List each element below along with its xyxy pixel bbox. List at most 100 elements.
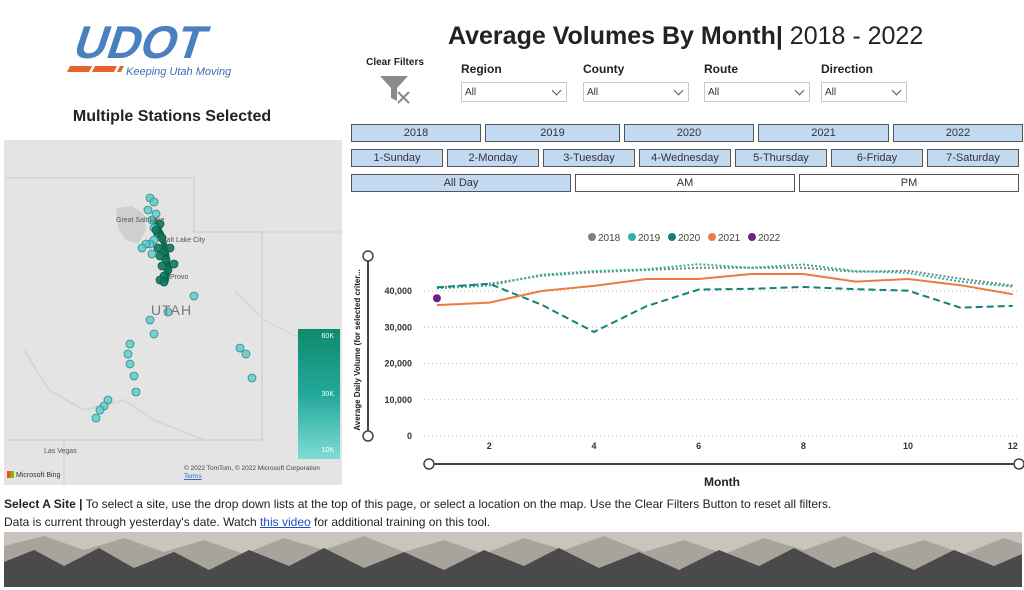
terms-link[interactable]: Terms (184, 473, 202, 480)
station-dot[interactable] (147, 249, 157, 259)
y-tick-label: 10,000 (384, 395, 412, 405)
direction-dropdown[interactable]: All (821, 82, 907, 102)
y-tick-label: 40,000 (384, 286, 412, 296)
station-dot[interactable] (163, 265, 173, 275)
station-dot[interactable] (153, 243, 163, 253)
station-dot[interactable] (149, 197, 159, 207)
day-button-wednesday[interactable]: 4-Wednesday (639, 149, 731, 167)
x-tick-label: 10 (903, 441, 913, 451)
day-button-friday[interactable]: 6-Friday (831, 149, 923, 167)
legend-entry: 2019 (638, 233, 661, 244)
series-line-2018 (436, 266, 1013, 289)
station-dot[interactable] (161, 255, 171, 265)
series-line-2020 (436, 282, 1013, 333)
legend-entry: 2020 (678, 233, 701, 244)
chart-legend: 2018 2019 2020 2021 2022 (588, 233, 781, 244)
x-tick-label: 2 (487, 441, 492, 451)
station-dot[interactable] (103, 395, 113, 405)
legend-marker (628, 233, 636, 241)
station-dot[interactable] (123, 349, 133, 359)
legend-max: 60K (321, 333, 334, 340)
clear-filter-icon (380, 76, 410, 104)
map-label-state: UTAH (151, 302, 193, 318)
region-dropdown[interactable]: All (461, 82, 567, 102)
station-dot[interactable] (151, 209, 161, 219)
station-dot[interactable] (91, 413, 101, 423)
station-dot[interactable] (147, 215, 157, 225)
page-title: Average Volumes By Month| 2018 - 2022 (448, 22, 924, 50)
station-dot[interactable] (189, 291, 199, 301)
station-dot[interactable] (157, 261, 167, 271)
station-dot[interactable] (155, 251, 165, 261)
y-tick-label: 0 (407, 431, 412, 441)
station-dot[interactable] (169, 259, 179, 269)
station-dot[interactable] (149, 329, 159, 339)
station-dot[interactable] (163, 307, 173, 317)
day-button-sunday[interactable]: 1-Sunday (351, 149, 443, 167)
station-dot[interactable] (155, 219, 165, 229)
x-range-slider-left-handle[interactable] (423, 458, 435, 470)
x-tick-label: 12 (1008, 441, 1018, 451)
logo-text: UDOT (68, 18, 215, 69)
select-site-instructions: Select A Site | To select a site, use th… (4, 497, 832, 511)
year-button-2019[interactable]: 2019 (485, 124, 620, 142)
legend-entry: 2022 (758, 233, 781, 244)
chart-series (432, 263, 1013, 333)
training-video-link[interactable]: this video (259, 515, 311, 529)
legend-marker (668, 233, 676, 241)
y-range-slider-top-handle[interactable] (362, 250, 374, 262)
x-tick-label: 6 (696, 441, 701, 451)
station-dot[interactable] (241, 349, 251, 359)
year-button-2021[interactable]: 2021 (758, 124, 889, 142)
county-label: County (583, 62, 625, 76)
year-button-2020[interactable]: 2020 (624, 124, 754, 142)
route-dropdown[interactable]: All (704, 82, 810, 102)
time-button-all-day[interactable]: All Day (351, 174, 571, 192)
station-dot[interactable] (125, 339, 135, 349)
time-button-pm[interactable]: PM (799, 174, 1019, 192)
clear-filters-label: Clear Filters (366, 57, 424, 68)
chevron-down-icon (673, 85, 684, 96)
station-dot[interactable] (235, 343, 245, 353)
x-tick-label: 4 (591, 441, 596, 451)
station-dot[interactable] (95, 405, 105, 415)
chart-gridlines (424, 290, 1018, 437)
station-dot[interactable] (125, 359, 135, 369)
legend-entry: 2021 (718, 233, 741, 244)
station-map[interactable]: Great Salt Lake Salt Lake City Provo Las… (4, 140, 342, 485)
station-dot[interactable] (143, 205, 153, 215)
station-dot[interactable] (131, 387, 141, 397)
clear-filters-button[interactable]: Clear Filters (362, 57, 428, 109)
logo-tagline: Keeping Utah Moving (126, 66, 232, 78)
year-button-2018[interactable]: 2018 (351, 124, 481, 142)
station-dot[interactable] (157, 233, 167, 243)
station-dot[interactable] (151, 225, 161, 235)
data-current-note: Data is current through yesterday's date… (4, 515, 491, 529)
station-dot[interactable] (159, 277, 169, 287)
station-dot[interactable] (145, 315, 155, 325)
station-dot[interactable] (129, 371, 139, 381)
day-button-tuesday[interactable]: 3-Tuesday (543, 149, 635, 167)
year-button-2022[interactable]: 2022 (893, 124, 1023, 142)
x-axis-ticks: 2 4 6 8 10 12 (487, 441, 1018, 451)
station-dot[interactable] (247, 373, 257, 383)
x-range-slider-right-handle[interactable] (1013, 458, 1024, 470)
day-button-thursday[interactable]: 5-Thursday (735, 149, 827, 167)
legend-marker (748, 233, 756, 241)
county-dropdown[interactable]: All (583, 82, 689, 102)
y-range-slider-bottom-handle[interactable] (362, 430, 374, 442)
map-attribution: © 2022 TomTom, © 2022 Microsoft Corporat… (184, 465, 320, 480)
chevron-down-icon (551, 85, 562, 96)
station-dot[interactable] (137, 243, 147, 253)
chevron-down-icon (891, 85, 902, 96)
station-dot[interactable] (165, 243, 175, 253)
station-dots[interactable] (91, 193, 257, 423)
day-button-monday[interactable]: 2-Monday (447, 149, 539, 167)
day-button-saturday[interactable]: 7-Saturday (927, 149, 1019, 167)
map-label-great-salt-lake: Great Salt Lake (116, 217, 165, 224)
x-axis-label: Month (704, 475, 740, 489)
direction-filter: Direction All (821, 62, 907, 102)
udot-logo: UDOT Keeping Utah Moving (62, 17, 282, 80)
legend-entry: 2018 (598, 233, 621, 244)
time-button-am[interactable]: AM (575, 174, 795, 192)
